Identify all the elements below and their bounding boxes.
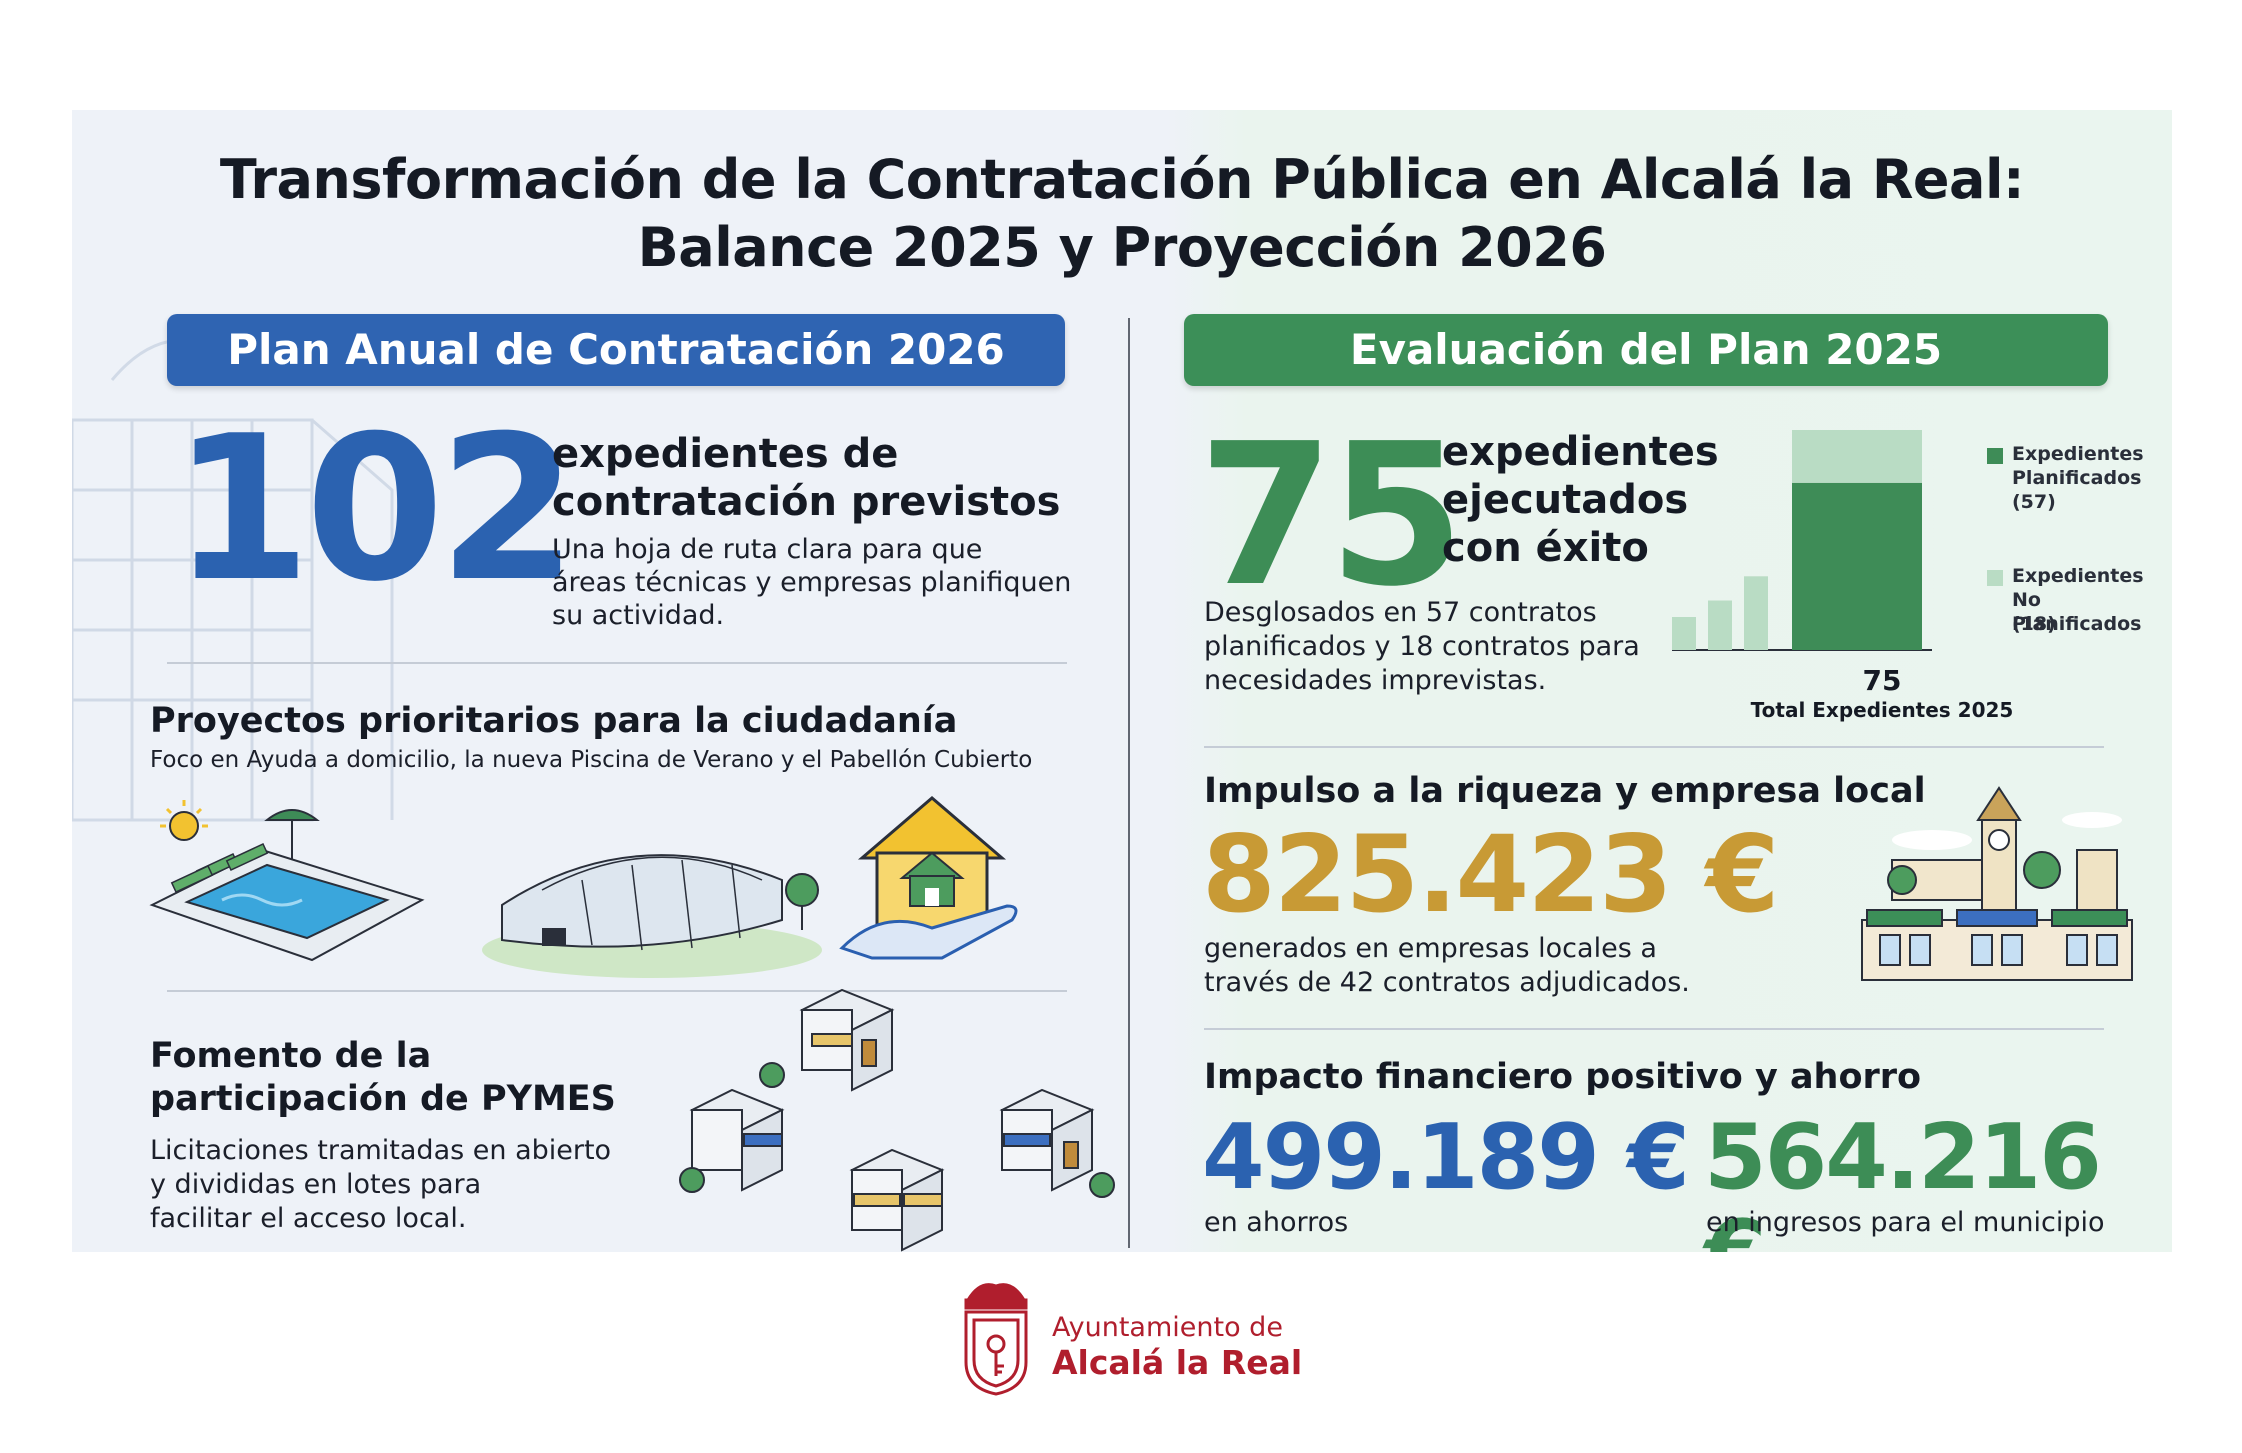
legend-unplanned-line2: No Planificados <box>2012 589 2142 635</box>
pavilion-icon <box>482 854 822 978</box>
expedientes-chart <box>1672 430 1932 651</box>
executed-desc-line3: necesidades imprevistas. <box>1204 665 1547 696</box>
executed-count: 75 <box>1198 402 1465 630</box>
municipal-crest-logo <box>964 1283 1028 1396</box>
legend-unplanned-line3: (18) <box>2012 613 2056 635</box>
background-building-icon <box>72 325 394 822</box>
decorative-bar <box>1708 600 1732 650</box>
left-banner: Plan Anual de Contratación 2026 <box>167 314 1065 386</box>
legend-swatch-planned <box>1987 448 2003 464</box>
right-divider-2 <box>1204 1028 2104 1030</box>
savings-amount: 499.189 € <box>1202 1105 1690 1210</box>
pool-icon <box>149 800 425 962</box>
executed-desc-line1: Desglosados en 57 contratos <box>1204 597 1597 628</box>
bar-segment-unplanned <box>1792 430 1922 483</box>
infographic: Transformación de la Contratación Públic… <box>72 110 2172 1252</box>
decorative-bar <box>1744 576 1768 650</box>
wealth-desc-line1: generados en empresas locales a <box>1204 933 1657 964</box>
planned-heading-line1: expedientes de <box>552 431 899 477</box>
chart-x-label: Total Expedientes 2025 <box>1750 698 2014 722</box>
small-shops-icon <box>679 988 1115 1252</box>
income-label: en ingresos para el municipio <box>1706 1207 2105 1238</box>
executed-heading-line3: con éxito <box>1442 525 1649 571</box>
decorative-bar <box>1672 617 1696 650</box>
planned-desc-line3: su actividad. <box>552 600 725 631</box>
pymes-desc-line1: Licitaciones tramitadas en abierto <box>150 1135 612 1166</box>
left-divider-1 <box>167 662 1067 664</box>
legend-planned-line3: (57) <box>2012 491 2056 513</box>
planned-count: 102 <box>172 393 577 626</box>
wealth-desc-line2: través de 42 contratos adjudicados. <box>1204 967 1690 998</box>
executed-heading-line1: expedientes <box>1442 429 1719 475</box>
home-care-icon <box>839 796 1018 960</box>
savings-label: en ahorros <box>1204 1207 1349 1238</box>
executed-heading-line2: ejecutados <box>1442 477 1689 523</box>
legend-planned-line2: Planificados <box>2012 467 2142 489</box>
right-banner: Evaluación del Plan 2025 <box>1184 314 2108 386</box>
town-icon <box>1861 786 2133 981</box>
planned-desc-line1: Una hoja de ruta clara para que <box>552 534 983 565</box>
main-title-line2: Balance 2025 y Proyección 2026 <box>637 216 1607 279</box>
footer-org-line1: Ayuntamiento de <box>1052 1312 1283 1343</box>
bar-segment-planned <box>1792 482 1922 650</box>
executed-desc-line2: planificados y 18 contratos para <box>1204 631 1640 662</box>
center-divider <box>1128 318 1130 1248</box>
pymes-title-line1: Fomento de la <box>150 1036 432 1076</box>
legend-swatch-unplanned <box>1987 570 2003 586</box>
chart-total-label: 75 <box>1862 664 1902 697</box>
main-title-line1: Transformación de la Contratación Públic… <box>219 148 2025 211</box>
wealth-title: Impulso a la riqueza y empresa local <box>1204 771 1926 811</box>
right-divider-1 <box>1204 746 2104 748</box>
wealth-amount: 825.423 € <box>1202 813 1779 936</box>
legend-unplanned-line1: Expedientes <box>2012 565 2144 587</box>
projects-subtitle: Foco en Ayuda a domicilio, la nueva Pisc… <box>150 747 1033 773</box>
planned-desc-line2: áreas técnicas y empresas planifiquen <box>552 567 1072 598</box>
left-divider-2 <box>167 990 1067 992</box>
footer-org-line2: Alcalá la Real <box>1052 1343 1303 1382</box>
pymes-title-line2: participación de PYMES <box>150 1079 616 1119</box>
pymes-desc-line3: facilitar el acceso local. <box>150 1203 467 1234</box>
pymes-desc-line2: y divididas en lotes para <box>150 1169 482 1200</box>
projects-title: Proyectos prioritarios para la ciudadaní… <box>150 701 958 741</box>
legend-planned-line1: Expedientes <box>2012 443 2144 465</box>
impact-title: Impacto financiero positivo y ahorro <box>1204 1057 1922 1097</box>
income-amount: 564.216 € <box>1704 1105 2102 1253</box>
planned-heading-line2: contratación previstos <box>552 479 1061 525</box>
